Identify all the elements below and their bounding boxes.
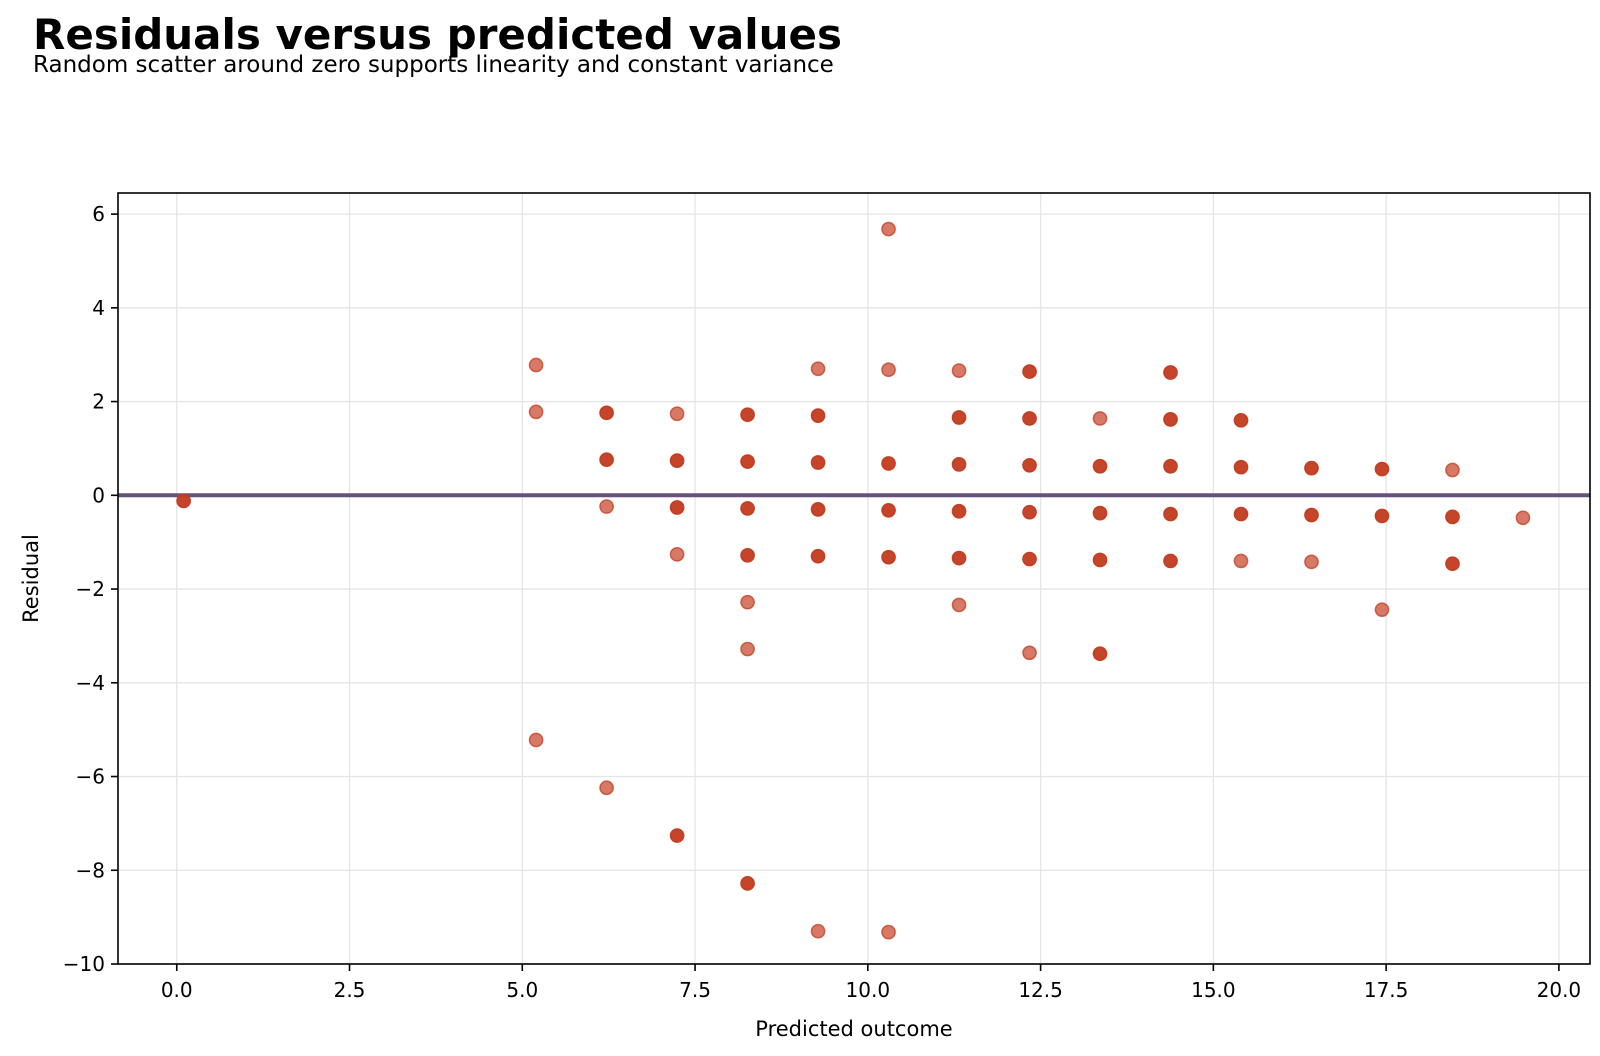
residual-point [740, 454, 755, 469]
residual-point [951, 457, 967, 472]
residual-point [1092, 411, 1108, 426]
residual-point [528, 732, 544, 748]
residual-point [599, 405, 614, 421]
y-tick-label: 2 [92, 390, 105, 414]
residual-point [1374, 461, 1390, 477]
residual-point [1163, 553, 1178, 569]
y-axis-ticks: −10 −8 −6 −4 −2 0 2 4 6 [63, 202, 118, 976]
residual-point [881, 362, 896, 378]
residual-point [740, 594, 755, 610]
residual-point [1022, 457, 1037, 473]
x-tick-label: 7.5 [679, 978, 711, 1002]
residual-point [881, 924, 896, 940]
residual-point [1022, 504, 1037, 520]
residual-point [881, 221, 896, 237]
residual-point [1022, 645, 1037, 661]
y-tick-label: 6 [92, 202, 105, 226]
residual-point [1022, 551, 1037, 567]
residual-point [881, 502, 896, 518]
chart-title: Residuals versus predicted values [33, 10, 843, 59]
y-tick-label: −8 [76, 858, 105, 882]
residual-point [1092, 458, 1108, 474]
residual-point [599, 499, 614, 514]
residual-point [740, 641, 755, 657]
x-axis-ticks: 0.0 2.5 5.0 7.5 10.0 12.5 15.0 17.5 20.0 [161, 964, 1581, 1002]
x-tick-label: 17.5 [1364, 978, 1409, 1002]
chart-subtitle: Random scatter around zero supports line… [33, 52, 834, 78]
residual-point [951, 363, 967, 378]
residual-point [1233, 412, 1249, 428]
residual-point [669, 828, 685, 843]
y-tick-label: −10 [63, 952, 105, 976]
residual-point [176, 493, 192, 509]
x-tick-label: 5.0 [506, 978, 538, 1002]
residual-point [1022, 364, 1037, 379]
residual-point [810, 361, 826, 377]
residual-point [1304, 507, 1319, 523]
residual-point [1374, 602, 1390, 618]
residual-point [1233, 506, 1249, 522]
y-tick-label: 0 [92, 483, 105, 507]
residual-point [1304, 460, 1319, 476]
residual-point [1163, 412, 1178, 427]
residual-point [1233, 553, 1249, 569]
residual-point [951, 597, 967, 613]
residual-point [881, 456, 896, 471]
residual-point [881, 549, 896, 565]
x-tick-label: 0.0 [161, 978, 193, 1002]
residual-point [669, 453, 685, 468]
y-tick-label: 4 [92, 296, 105, 320]
x-axis-label: Predicted outcome [755, 1017, 952, 1041]
residual-point [599, 452, 614, 468]
x-tick-label: 2.5 [334, 978, 366, 1002]
residual-point [1233, 459, 1249, 475]
residual-point [740, 876, 755, 891]
y-tick-label: −4 [76, 671, 105, 695]
residual-point [669, 500, 685, 515]
residual-point [740, 501, 755, 516]
y-axis-label: Residual [19, 534, 43, 623]
y-tick-label: −6 [76, 765, 105, 789]
residual-point [528, 357, 544, 373]
plot-frame [117, 192, 1591, 965]
residual-point [740, 547, 755, 563]
residual-point [1092, 552, 1108, 568]
residual-point [528, 404, 544, 420]
residual-point [740, 407, 755, 423]
residual-point [1445, 462, 1460, 478]
residual-point [1163, 458, 1178, 474]
residual-point [810, 923, 826, 939]
y-tick-label: −2 [76, 577, 105, 601]
residual-point [1092, 505, 1108, 521]
residual-point [810, 408, 826, 423]
residual-point [810, 455, 826, 470]
residual-point [669, 547, 685, 562]
residual-point [669, 406, 685, 422]
x-tick-label: 12.5 [1018, 978, 1063, 1002]
residual-point [1022, 411, 1037, 426]
residual-point [1374, 508, 1390, 524]
residual-point [1163, 506, 1178, 522]
grid-lines [118, 193, 1590, 965]
residual-point [951, 410, 967, 425]
residual-point [951, 503, 967, 519]
x-tick-label: 10.0 [846, 978, 891, 1002]
x-tick-label: 15.0 [1191, 978, 1236, 1002]
residual-point [951, 550, 967, 566]
residual-point [1163, 365, 1178, 380]
residual-point [1445, 556, 1460, 572]
residual-point [1515, 510, 1531, 526]
residual-point [599, 780, 614, 796]
residual-point [1445, 509, 1460, 525]
residual-point [810, 502, 826, 517]
residual-point [810, 548, 826, 564]
residual-points [176, 221, 1531, 940]
residual-point [1092, 646, 1108, 662]
residual-point [1304, 554, 1319, 570]
x-tick-label: 20.0 [1537, 978, 1582, 1002]
